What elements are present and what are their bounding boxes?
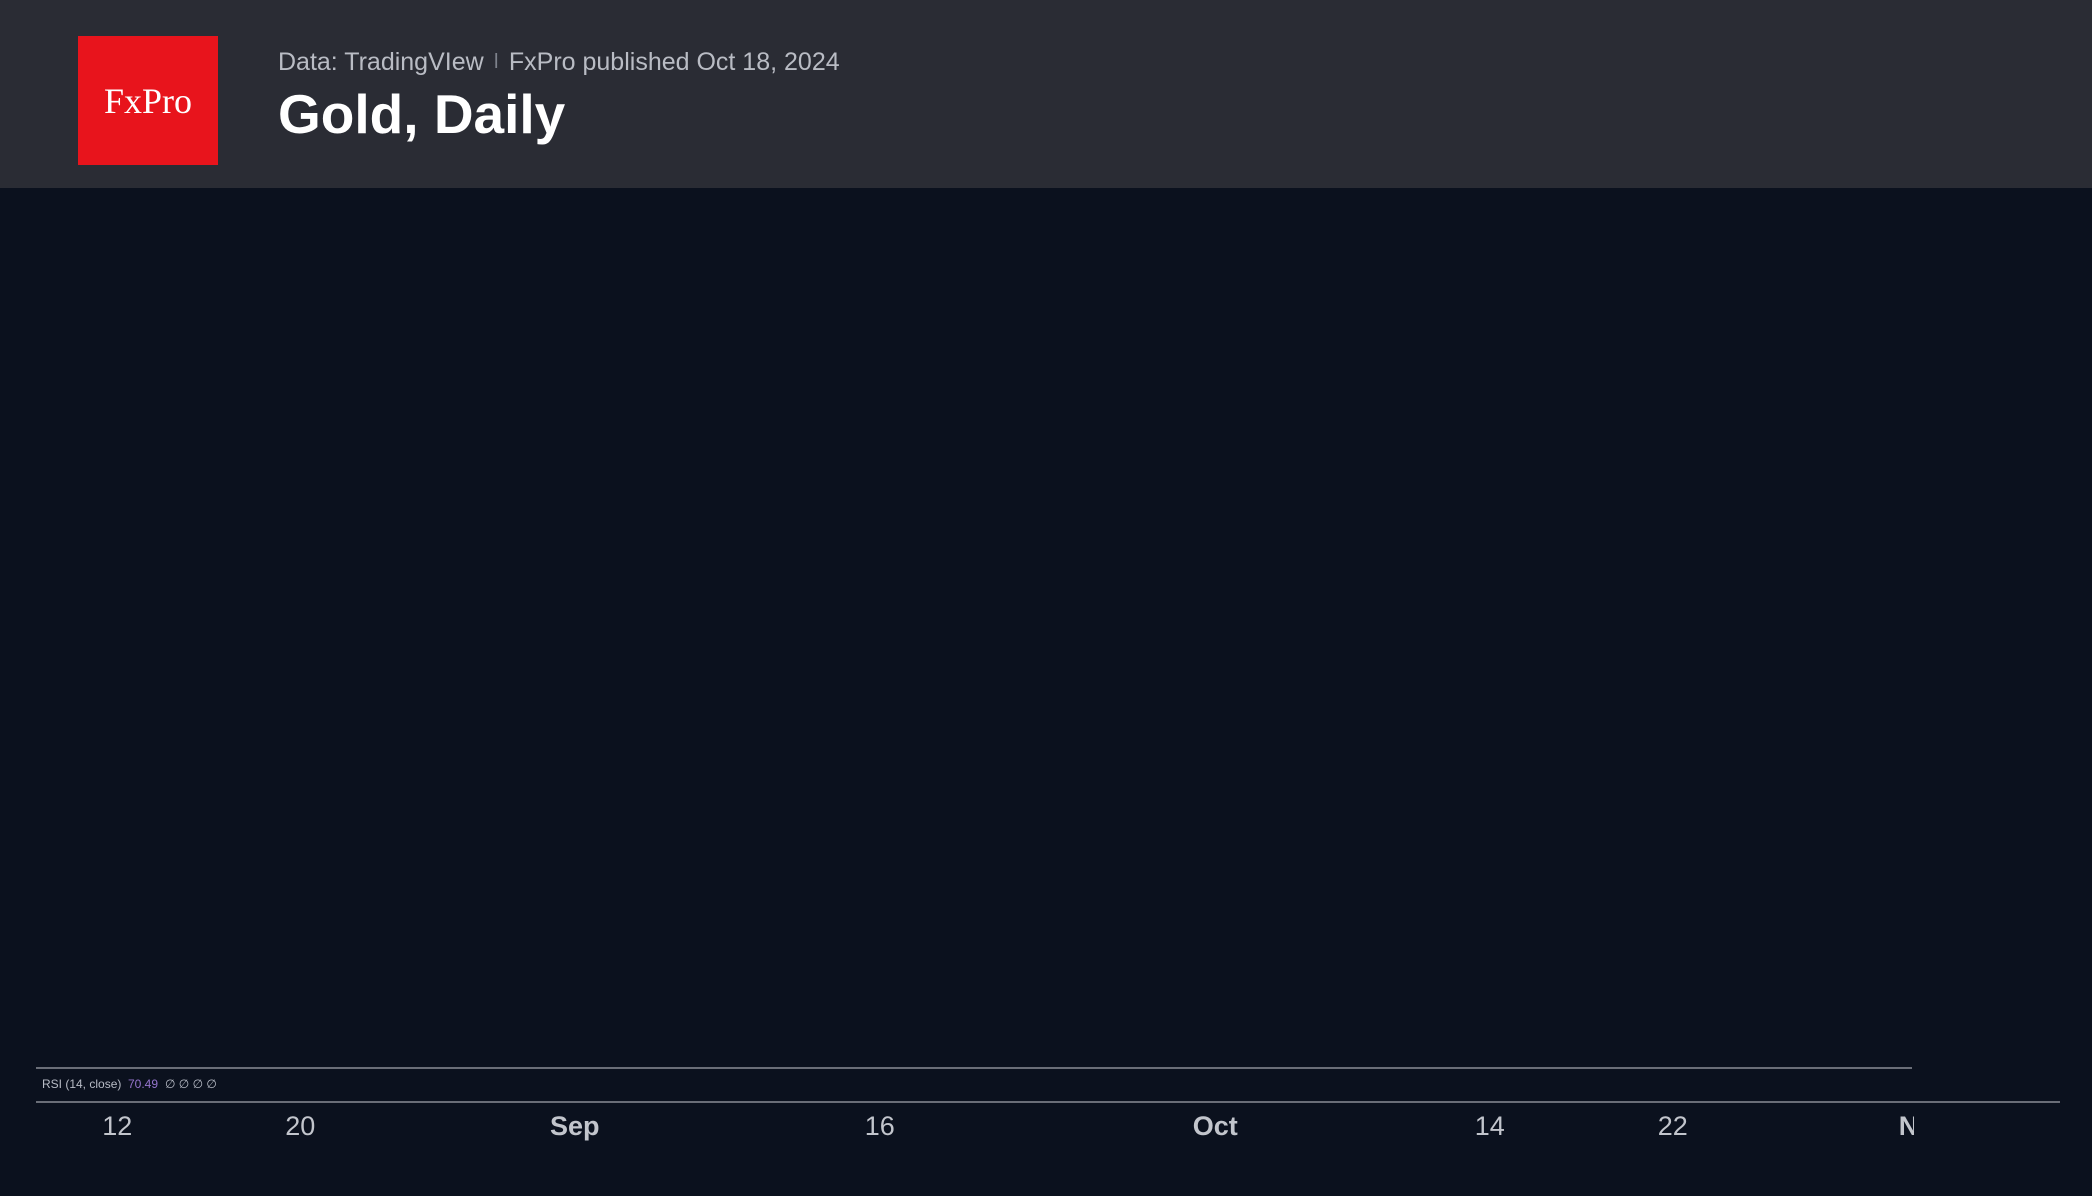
price-axis: 2,440.002,480.002,520.002,560.002,600.00…	[36, 1067, 2060, 1103]
x-tick-label: 16	[865, 1111, 895, 1141]
x-tick-label: 12	[102, 1111, 132, 1141]
time-axis: 1220Sep16Oct1422No	[102, 1104, 2092, 1164]
rsi-pane: RSI (14, close) 70.49 ∅ ∅ ∅ ∅	[42, 1077, 217, 1091]
chart-header: FxPro Data: TradingVIew ǀ FxPro published …	[0, 0, 2092, 188]
data-source: Data: TradingVIew	[278, 48, 484, 76]
x-tick-label: 20	[285, 1111, 315, 1141]
rsi-value: 70.49	[128, 1077, 158, 1091]
x-tick-label: Oct	[1193, 1111, 1238, 1141]
chart-title: Gold, Daily	[278, 83, 566, 145]
x-tick-label: 22	[1658, 1111, 1688, 1141]
x-tick-label: Sep	[550, 1111, 600, 1141]
rsi-placeholders: ∅ ∅ ∅ ∅	[165, 1077, 217, 1091]
x-tick-label: 14	[1475, 1111, 1505, 1141]
rsi-label: RSI (14, close)	[42, 1077, 121, 1091]
chart-subtitle: Data: TradingVIew ǀ FxPro published Oct 18…	[278, 48, 840, 77]
fxpro-logo: FxPro	[78, 36, 218, 165]
candlestick-chart: 1.618 (2,817.59)1 (2,685.58)0.786 (2,639…	[36, 1067, 2092, 1164]
separator: ǀ	[493, 51, 499, 73]
axis-corner	[1914, 1104, 2092, 1164]
logo-text: FxPro	[103, 80, 193, 121]
published-date: FxPro published Oct 18, 2024	[508, 48, 840, 76]
